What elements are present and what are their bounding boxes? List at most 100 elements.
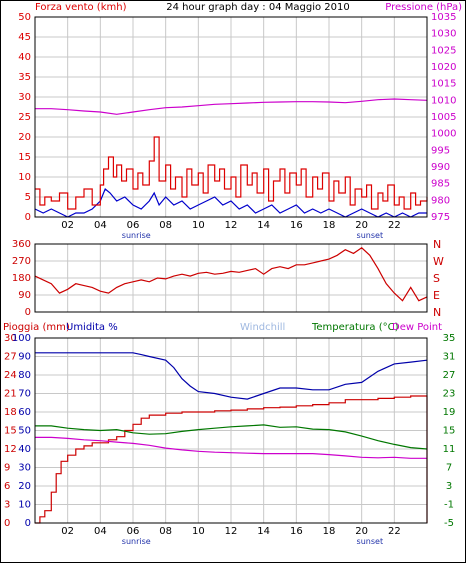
wind-axis-label: Forza vento (kmh) bbox=[35, 2, 127, 13]
humidity-tick-label: 20 bbox=[18, 481, 31, 492]
pressure-tick-label: 1020 bbox=[431, 62, 456, 73]
direction-line bbox=[34, 247, 428, 302]
compass-tick-label: E bbox=[433, 289, 440, 302]
temperature-tick-label: 35 bbox=[443, 333, 456, 344]
chart-title: 24 hour graph day : 04 Maggio 2010 bbox=[166, 2, 349, 13]
wind-tick-label: 50 bbox=[18, 12, 31, 23]
pressure-tick-label: 1030 bbox=[431, 29, 456, 40]
x-tick-label: 12 bbox=[225, 220, 238, 231]
direction-tick-label: 0 bbox=[25, 307, 31, 318]
x-tick-label: 04 bbox=[94, 526, 107, 537]
sunset-label: sunset bbox=[357, 231, 384, 240]
direction-tick-label: 270 bbox=[12, 256, 31, 267]
dewpoint-axis-label: Dew Point bbox=[392, 322, 442, 333]
pressure-tick-label: 1015 bbox=[431, 79, 456, 90]
direction-tick-label: 90 bbox=[18, 290, 31, 301]
temperature-tick-label: 31 bbox=[443, 352, 456, 363]
humidity-tick-label: 10 bbox=[18, 500, 31, 511]
wind-tick-label: 40 bbox=[18, 52, 31, 63]
pressure-axis-label: Pressione (hPa) bbox=[385, 2, 462, 13]
direction-tick-label: 180 bbox=[12, 273, 31, 284]
compass-tick-label: N bbox=[433, 238, 441, 251]
grid-layer bbox=[35, 16, 427, 524]
wind_avg-line bbox=[34, 188, 427, 218]
compass-tick-label: N bbox=[433, 306, 441, 319]
temperature-tick-label: 3 bbox=[446, 481, 452, 492]
temperature-axis-label: Temperatura (°C) bbox=[311, 322, 399, 333]
rain-tick-label: 30 bbox=[4, 333, 17, 344]
humidity-tick-label: 90 bbox=[18, 352, 31, 363]
wind-tick-label: 5 bbox=[25, 192, 31, 203]
x-tick-label: 06 bbox=[127, 220, 140, 231]
panel-frame-3 bbox=[34, 337, 428, 524]
humidity-tick-label: 30 bbox=[18, 463, 31, 474]
panel-frame-2 bbox=[34, 243, 428, 313]
x-tick-label: 08 bbox=[159, 526, 172, 537]
rain-tick-label: 9 bbox=[4, 463, 10, 474]
rain-tick-label: 3 bbox=[4, 500, 10, 511]
temperature-tick-label: -5 bbox=[444, 518, 454, 529]
x-tick-label: 12 bbox=[225, 526, 238, 537]
sunrise-label: sunrise bbox=[122, 231, 151, 240]
temperature-tick-label: 27 bbox=[443, 370, 456, 381]
pressure-tick-label: 985 bbox=[431, 179, 450, 190]
temperature-tick-label: 19 bbox=[443, 407, 456, 418]
x-tick-label: 18 bbox=[323, 526, 336, 537]
wind-tick-label: 15 bbox=[18, 152, 31, 163]
series-layer bbox=[34, 98, 428, 524]
temperature-tick-label: 15 bbox=[443, 426, 456, 437]
humidity-tick-label: 70 bbox=[18, 389, 31, 400]
temperature-tick-label: 11 bbox=[443, 444, 456, 455]
humidity-tick-label: 80 bbox=[18, 370, 31, 381]
x-tick-label: 04 bbox=[94, 220, 107, 231]
rain-line bbox=[35, 395, 428, 524]
wind_gust-line bbox=[35, 136, 428, 210]
pressure-tick-label: 1010 bbox=[431, 95, 456, 106]
x-tick-label: 20 bbox=[355, 220, 368, 231]
humidity-tick-label: 50 bbox=[18, 426, 31, 437]
sunset-label: sunset bbox=[357, 537, 384, 546]
humidity-line bbox=[35, 352, 428, 400]
rain-tick-label: 21 bbox=[4, 389, 17, 400]
x-tick-label: 16 bbox=[290, 526, 303, 537]
rain-tick-label: 15 bbox=[4, 426, 17, 437]
frame-layer bbox=[34, 16, 428, 524]
wind-tick-label: 10 bbox=[18, 172, 31, 183]
wind-tick-label: 35 bbox=[18, 72, 31, 83]
rain-tick-label: 18 bbox=[4, 407, 17, 418]
panel-frame-1 bbox=[34, 16, 428, 218]
humidity-tick-label: 40 bbox=[18, 444, 31, 455]
wind-tick-label: 25 bbox=[18, 112, 31, 123]
pressure-tick-label: 990 bbox=[431, 162, 450, 173]
rain-tick-label: 27 bbox=[4, 352, 17, 363]
x-tick-label: 16 bbox=[290, 220, 303, 231]
humidity-tick-label: 100 bbox=[12, 333, 31, 344]
humidity-axis-label: Umidita % bbox=[66, 322, 118, 333]
x-tick-label: 06 bbox=[127, 526, 140, 537]
x-tick-label: 10 bbox=[192, 526, 205, 537]
temperature-line bbox=[35, 424, 428, 450]
tick-layer: 0510152025303540455097598098599099510001… bbox=[4, 12, 456, 546]
rain-tick-label: 0 bbox=[4, 518, 10, 529]
compass-tick-label: W bbox=[433, 255, 444, 268]
wind-tick-label: 30 bbox=[18, 92, 31, 103]
temperature-tick-label: 23 bbox=[443, 389, 456, 400]
humidity-tick-label: 0 bbox=[25, 518, 31, 529]
x-tick-label: 18 bbox=[323, 220, 336, 231]
temperature-tick-label: 7 bbox=[446, 463, 452, 474]
x-tick-label: 02 bbox=[61, 526, 74, 537]
wind-tick-label: 20 bbox=[18, 132, 31, 143]
x-tick-label: 14 bbox=[257, 220, 270, 231]
wind-tick-label: 45 bbox=[18, 32, 31, 43]
x-tick-label: 02 bbox=[61, 220, 74, 231]
x-tick-label: 20 bbox=[355, 526, 368, 537]
pressure-line bbox=[35, 98, 428, 115]
sunrise-label: sunrise bbox=[122, 537, 151, 546]
humidity-tick-label: 60 bbox=[18, 407, 31, 418]
temperature-tick-label: -1 bbox=[444, 500, 454, 511]
rain-axis-label: Pioggia (mm) bbox=[3, 322, 70, 333]
rain-tick-label: 12 bbox=[4, 444, 17, 455]
x-tick-label: 10 bbox=[192, 220, 205, 231]
